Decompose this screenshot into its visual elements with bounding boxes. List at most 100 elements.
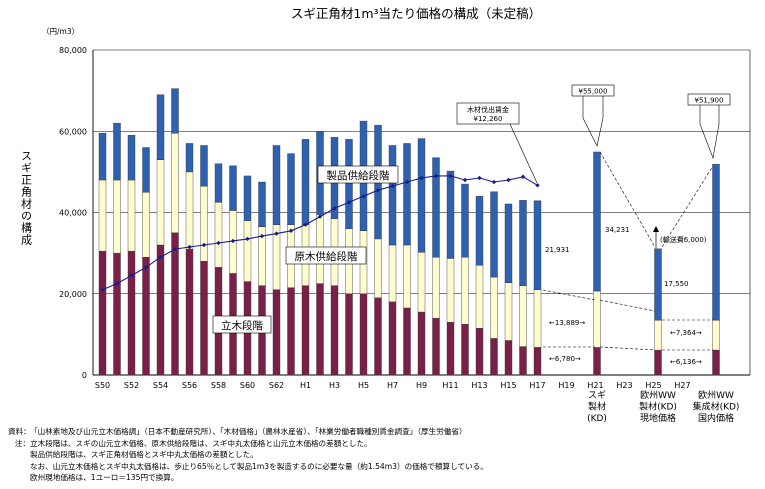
wage-line-point [361,194,366,199]
wage-line-point [346,200,352,205]
y-axis-label: スギ正角材の構成 [20,150,33,246]
bar-segment-log [417,252,426,313]
x-tick-label: H5 [358,381,369,390]
bar-segment-log [519,285,527,347]
bar-segment-product [461,183,469,258]
comparison-bar-label: 欧州WW [640,389,676,401]
x-tick-label: H21 [587,381,603,390]
wage-line-point [491,179,497,185]
bar-segment-standing [475,328,484,376]
bar-segment-product [113,122,121,181]
value-6780: ←6,780→ [549,355,581,363]
x-tick-label: S54 [153,381,168,390]
x-tick-label: H11 [442,381,458,390]
y-unit-label: （円/m3） [42,27,79,36]
guide-top-2 [661,165,714,248]
bar-segment-standing [504,340,513,376]
bar-segment-log [98,179,107,252]
bar-segment-product [243,175,252,221]
x-tick-label: S60 [240,381,255,390]
bar-segment-product [490,191,498,278]
bar-segment-log [127,179,136,252]
total-51900-label: ¥51,900 [695,97,724,105]
comparison-bar-label: 集成材(KD) [693,401,740,413]
bar-segment-product [200,145,208,187]
bar-segment-standing [171,232,179,376]
guide-mid-2 [599,299,656,312]
wage-line-point [535,183,540,188]
value-shipping: (輸送費6,000) [660,235,707,244]
wage-callout-box [456,102,520,125]
bar-segment-product [142,147,150,193]
wage-line-point [520,174,526,179]
bar-segment-log [185,171,194,250]
x-tick-label: S56 [182,381,197,390]
bar-segment-log [156,159,165,246]
chart-title: スギ正角材1m³当たり価格の構成（未定稿） [291,6,541,21]
bar-segment-log [446,258,455,323]
value-13889: ←13,889→ [549,319,585,327]
bar-segment-standing [403,307,411,376]
y-tick-label: 40,000 [59,209,87,218]
comparison-bar-segment [654,319,662,351]
bar-segment-log [475,265,484,329]
log-stage-label: 原木供給段階 [295,250,358,263]
wage-line-point [274,231,279,236]
wage-line-point [216,240,221,246]
wage-line-point [230,238,236,244]
bar-segment-standing [519,346,527,376]
bar-segment-product [519,200,527,286]
value-7364: ←7,364→ [670,329,702,337]
bar-segment-product [475,196,484,266]
annotations: 木材伐出賃金 ¥12,260 製品供給段階 原木供給段階 立木段階 21,931… [212,84,731,366]
wage-line-point [390,183,395,189]
bar-segment-product [432,157,440,258]
bar-segment-product [504,203,513,283]
bar-segment-log [490,276,498,339]
bar-segment-log [243,220,252,282]
bar-segment-standing [359,293,368,376]
shipping-arrow-head [653,226,659,232]
stacked-bars [98,88,542,376]
bar-segment-standing [461,324,469,376]
comparison-bar-segment [712,319,720,351]
bar-segment-standing [142,256,150,376]
wage-line-point [332,206,337,211]
bar-segment-product [345,139,353,229]
wage-line-point [259,233,265,239]
bar-segment-standing [432,317,440,376]
bar-segment-product [388,145,397,246]
wage-line-point [506,177,511,183]
bar-segment-standing [127,250,136,376]
total-55000-label: ¥55,000 [579,88,608,96]
comparison-bar-label: 現地価格 [640,412,676,424]
bar-segment-product [229,165,237,211]
wage-line-point [375,187,381,193]
wage-line-point [100,287,105,292]
wage-line-point [143,265,149,270]
source-line: 資料：「山林素地及び山元立木価格調」（日本不動産研究所）、「木材価格」（農林水産… [8,426,758,438]
wage-line-point [317,214,323,219]
bar-segment-product [258,181,266,227]
x-tick-labels: S50 S52 S54 S56 S58 S60 S62 H1 H3 H5 H7 H9 H11 H13 H15… [95,381,691,390]
bar-segment-standing [417,311,426,376]
x-tick-label: H25 [645,381,661,390]
wage-line-point [187,244,192,250]
bar-segment-log [533,289,542,348]
x-tick-label: S58 [211,381,226,390]
bar-segment-product [301,139,310,225]
y-tick-label: 80,000 [59,46,87,55]
wage-line-point [288,228,294,233]
wage-callout-pointer [509,123,538,184]
x-tick-label: S50 [95,381,110,390]
comparison-bar-segment [654,248,662,321]
value-34231: 34,231 [605,226,630,234]
comparison-bar-label: (KD) [587,414,607,424]
bar-segment-log [374,238,382,299]
comparison-bar-label: 欧州WW [698,389,734,401]
wage-line [100,173,540,292]
total-55000-box [571,84,615,97]
comparison-bar-segment [593,151,601,292]
wage-line-point [245,236,250,242]
x-tick-label: S52 [124,381,139,390]
